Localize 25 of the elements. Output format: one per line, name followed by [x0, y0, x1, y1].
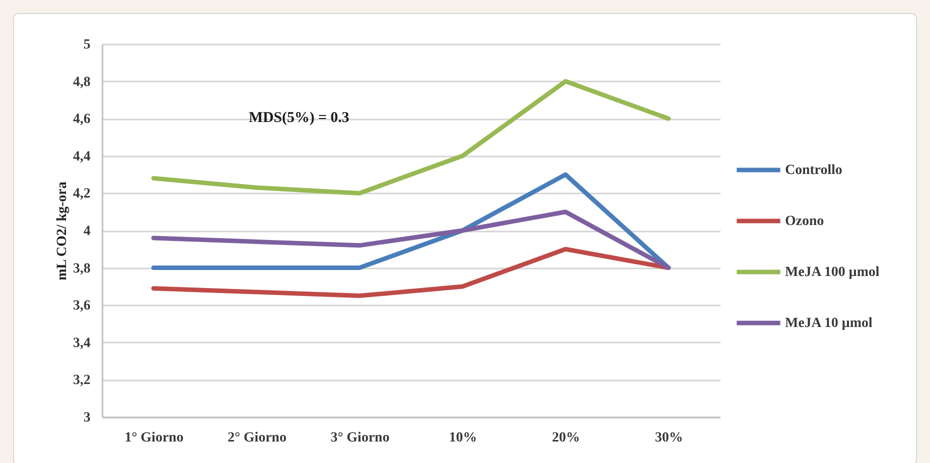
legend-label: Controllo: [785, 163, 842, 178]
y-axis-title: mL CO2/ kg-ora: [55, 182, 70, 280]
y-tick-label: 5: [84, 38, 90, 52]
y-tick-label: 3,2: [73, 373, 90, 388]
y-tick-label: 4,4: [73, 149, 90, 164]
y-tick-label: 4: [84, 224, 90, 239]
legend-label: Ozono: [785, 214, 824, 229]
x-tick-label: 20%: [552, 430, 580, 446]
y-tick-label: 4,6: [73, 112, 90, 128]
legend-label: MeJA 100 µmol: [785, 265, 880, 280]
x-tick-label: 1° Giorno: [124, 430, 184, 446]
y-tick-label: 4,2: [73, 186, 90, 202]
legend-label: MeJA 10 µmol: [785, 316, 872, 331]
y-tick-label: 3,6: [73, 298, 90, 314]
x-tick-label: 30%: [655, 430, 683, 446]
x-tick-label: 3° Giorno: [330, 430, 390, 446]
x-tick-label: 2° Giorno: [228, 430, 286, 446]
y-tick-label: 3,8: [73, 261, 90, 276]
line-series: [151, 210, 671, 270]
y-tick-label: 3: [84, 410, 90, 426]
line-series: [151, 79, 671, 196]
y-tick-label: 4,8: [73, 74, 90, 90]
annotation: MDS(5%) = 0.3: [248, 110, 350, 126]
y-tick-label: 3,4: [73, 336, 90, 351]
x-tick-label: 10%: [449, 430, 477, 446]
